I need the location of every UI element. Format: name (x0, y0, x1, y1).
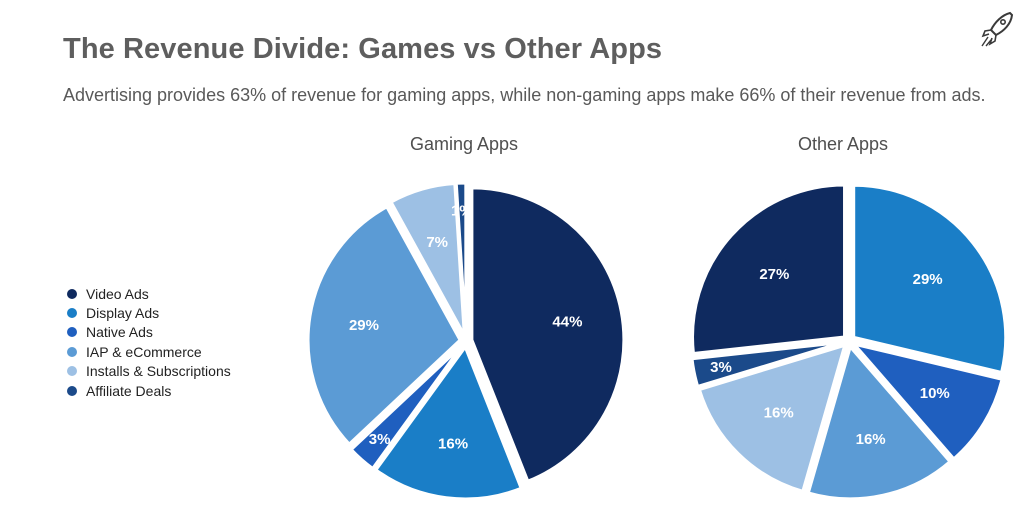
legend-item-display-ads: Display Ads (67, 303, 231, 322)
slice-label-affiliate-deals: 3% (710, 359, 732, 376)
slice-label-video-ads: 44% (552, 314, 582, 331)
slice-label-native-ads: 3% (369, 431, 391, 448)
legend-item-iap-ecommerce: IAP & eCommerce (67, 342, 231, 361)
legend-label: Native Ads (86, 324, 153, 341)
slice-label-installs-and-subscriptions: 7% (426, 234, 448, 251)
chart-main-title: The Revenue Divide: Games vs Other Apps (63, 33, 663, 65)
pie-slice-video-ads (691, 183, 847, 356)
pie-slice-iap-and-ecommerce (306, 204, 462, 447)
pie-slice-affiliate-deals (454, 181, 468, 336)
pie-slice-native-ads (349, 344, 464, 471)
pie-slice-display-ads (852, 183, 1008, 375)
gaming-apps-title: Gaming Apps (410, 134, 519, 154)
legend-item-affiliate-deals: Affiliate Deals (67, 381, 231, 400)
slice-label-display-ads: 16% (438, 435, 468, 452)
slice-label-iap-and-ecommerce: 16% (856, 431, 886, 448)
legend-label: Display Ads (86, 305, 160, 322)
pie-slice-native-ads (849, 341, 1004, 461)
pie-slice-installs-and-subscriptions (389, 181, 466, 336)
slice-label-video-ads: 27% (759, 266, 789, 283)
legend-swatch (67, 346, 77, 357)
legend-item-installs-subscriptions: Installs & Subscriptions (67, 362, 231, 381)
legend-swatch (67, 385, 77, 396)
legend-item-video-ads: Video Ads (67, 284, 231, 303)
slice-label-affiliate-deals: 1% (451, 202, 473, 219)
pie-slice-affiliate-deals (690, 340, 844, 389)
legend-swatch (67, 308, 77, 319)
other-apps-title: Other Apps (798, 134, 889, 154)
pie-slice-iap-and-ecommerce (806, 343, 953, 501)
pie-slice-video-ads (470, 186, 626, 484)
slice-label-display-ads: 29% (913, 271, 943, 288)
legend-label: Video Ads (86, 285, 149, 302)
slice-label-installs-and-subscriptions: 16% (764, 404, 794, 421)
rocket-icon (981, 11, 1014, 47)
legend-swatch (67, 366, 77, 377)
legend-label: Installs & Subscriptions (86, 363, 231, 380)
legend: Video Ads Display Ads Native Ads IAP & e… (67, 284, 231, 400)
other-apps-pie: 29% 10% 16% 16% 3% 27% (690, 183, 1008, 501)
gaming-apps-pie: 44% 16% 3% 29% 7%1% (306, 181, 626, 501)
legend-swatch (67, 327, 77, 338)
legend-swatch (67, 288, 77, 299)
pie-slice-display-ads (373, 343, 524, 501)
pie-slice-installs-and-subscriptions (697, 343, 847, 494)
legend-label: IAP & eCommerce (86, 343, 202, 360)
slice-label-native-ads: 10% (920, 385, 950, 402)
slice-label-iap-and-ecommerce: 29% (349, 317, 379, 334)
legend-item-native-ads: Native Ads (67, 323, 231, 342)
legend-label: Affiliate Deals (86, 382, 172, 399)
chart-subtitle: Advertising provides 63% of revenue for … (63, 85, 986, 105)
